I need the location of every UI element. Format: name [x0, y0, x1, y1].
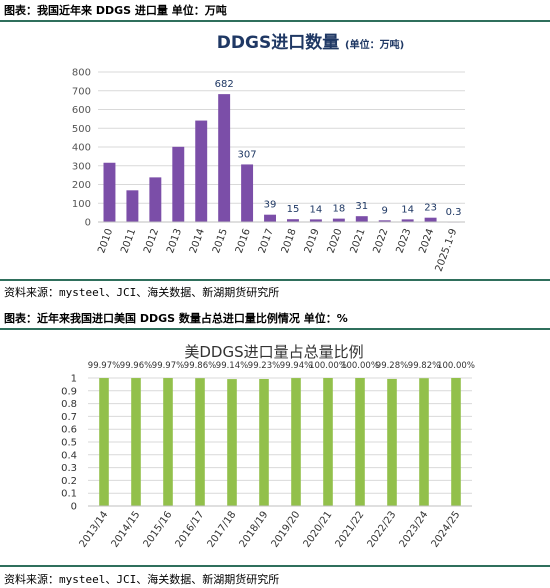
- chart1-bar: [149, 177, 162, 222]
- chart2-data-label: 99.94%: [280, 361, 312, 371]
- chart2-y-tick-label: 0.9: [61, 386, 77, 397]
- chart2-bar: [131, 378, 141, 506]
- chart2-data-label: 100.00%: [309, 361, 347, 371]
- chart2-bar: [227, 379, 237, 506]
- chart1-data-label: 14: [310, 204, 323, 215]
- chart1-background: [0, 24, 550, 278]
- chart2-top-rule: [0, 328, 550, 330]
- chart2-bar: [387, 378, 397, 506]
- chart2-data-label: 99.14%: [216, 361, 248, 371]
- chart2-title: 美DDGS进口量占总量比例: [184, 343, 363, 361]
- chart1-bar: [424, 217, 437, 222]
- chart1-y-tick-label: 100: [72, 199, 91, 210]
- chart2-data-label: 99.82%: [408, 361, 440, 371]
- chart2-y-tick-label: 0.7: [61, 412, 77, 423]
- chart2-y-tick-label: 1: [71, 374, 77, 385]
- chart2-data-label: 99.23%: [248, 361, 280, 371]
- chart1-bar: [264, 214, 276, 222]
- us-ddgs-share-chart: 美DDGS进口量占总量比例 0 0.1 0.2 0.3 0.40.5 0.6 0.7 0.8 0.…: [0, 332, 550, 564]
- chart1-bar: [287, 219, 299, 222]
- chart2-bottom-rule: [0, 565, 550, 567]
- chart2-y-tick-label: 0.2: [61, 476, 77, 487]
- chart1-bar: [195, 120, 208, 222]
- chart1-y-tick-label: 500: [72, 124, 91, 135]
- chart1-bar: [172, 146, 185, 222]
- chart2-data-label: 99.97%: [152, 361, 184, 371]
- chart1-data-label: 15: [287, 204, 300, 215]
- chart1-caption: 图表：我国近年来 DDGS 进口量 单位：万吨: [4, 4, 227, 17]
- chart1-title-unit: (单位：万吨): [345, 38, 404, 51]
- chart2-y-tick-label: 0.8: [61, 399, 77, 410]
- chart1-y-tick-label: 200: [72, 180, 91, 191]
- chart1-data-label: 39: [264, 200, 277, 211]
- chart1-data-label: 31: [355, 201, 368, 212]
- chart1-bar: [218, 94, 231, 222]
- chart1-y-tick-label: 400: [72, 143, 91, 154]
- chart1-data-label: 307: [238, 149, 257, 160]
- chart2-data-label: 99.97%: [88, 361, 120, 371]
- chart2-data-label: 99.96%: [120, 361, 152, 371]
- chart2-y-tick-label: 0.4: [61, 450, 77, 461]
- chart1-y-tick-label: 800: [72, 68, 91, 79]
- chart1-y-tick-label: 600: [72, 105, 91, 116]
- ddgs-import-volume-chart: DDGS进口数量 (单位：万吨) 0 100 200 300 400 500 600 700 800…: [0, 24, 550, 278]
- chart2-data-label: 100.00%: [437, 361, 475, 371]
- chart1-bar: [378, 220, 391, 222]
- chart1-data-label: 0.3: [446, 207, 462, 218]
- chart2-caption: 图表：近年来我国进口美国 DDGS 数量占总进口量比例情况 单位：%: [4, 312, 348, 325]
- chart2-y-tick-label: 0.6: [61, 425, 77, 436]
- chart1-source: 资料来源：mysteel、JCI、海关数据、新湖期货研究所: [4, 286, 280, 299]
- chart1-data-label: 9: [382, 205, 388, 216]
- chart1-y-tick-label: 700: [72, 86, 91, 97]
- chart1-bar: [103, 162, 116, 222]
- chart2-data-label: 100.00%: [341, 361, 379, 371]
- chart1-y-tick-label: 300: [72, 161, 91, 172]
- chart2-bar: [259, 378, 269, 506]
- chart2-y-tick-label: 0.3: [61, 463, 77, 474]
- chart1-data-label: 23: [424, 203, 437, 214]
- chart1-bar: [355, 216, 368, 222]
- chart1-bar: [309, 219, 322, 222]
- chart2-y-tick-label: 0.1: [61, 489, 77, 500]
- chart1-bottom-rule: [0, 279, 550, 281]
- chart2-y-tick-label: 0.5: [61, 438, 77, 449]
- chart1-data-label: 18: [332, 204, 345, 215]
- chart2-bar: [195, 378, 205, 506]
- chart1-bar: [241, 164, 254, 222]
- chart2-data-label: 99.28%: [376, 361, 408, 371]
- chart2-bar: [323, 378, 333, 506]
- chart2-bar: [291, 378, 301, 506]
- chart1-title: DDGS进口数量: [217, 32, 339, 53]
- chart2-y-tick-label: 0: [71, 502, 77, 513]
- chart2-data-label: 99.86%: [184, 361, 216, 371]
- chart1-data-label: 682: [215, 79, 234, 90]
- chart2-bar: [163, 378, 173, 506]
- chart1-data-label: 14: [401, 204, 414, 215]
- chart2-source: 资料来源：mysteel、JCI、海关数据、新湖期货研究所: [4, 573, 280, 586]
- chart2-bar: [355, 378, 365, 506]
- chart1-top-rule: [0, 20, 550, 22]
- chart1-bar: [401, 219, 414, 222]
- chart1-bar: [126, 190, 139, 222]
- chart2-bar: [99, 378, 109, 506]
- chart2-bar: [451, 378, 461, 506]
- chart2-bar: [419, 378, 429, 506]
- chart1-y-tick-label: 0: [85, 218, 91, 229]
- chart1-bar: [332, 218, 345, 222]
